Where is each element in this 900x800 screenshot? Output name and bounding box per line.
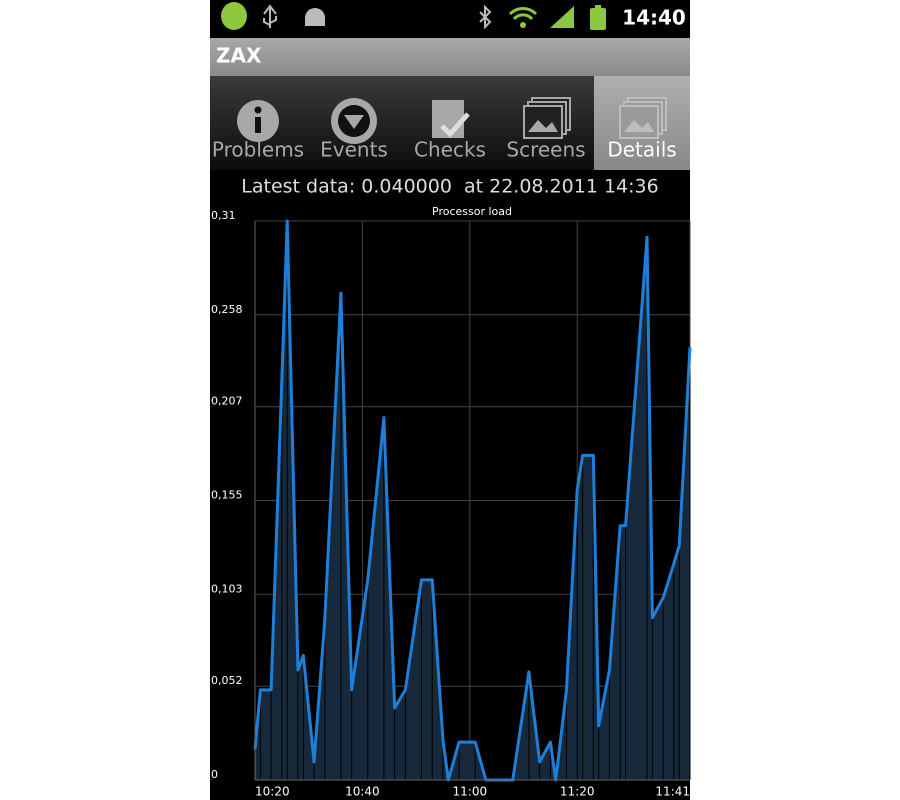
tab-icon (523, 105, 563, 139)
app-title: ZAX (216, 44, 262, 68)
tab[interactable]: Events (306, 76, 402, 170)
tab-icon (255, 117, 261, 133)
y-tick-label: 0,103 (211, 582, 243, 595)
tab-icon (624, 120, 654, 132)
tab-icon (344, 115, 364, 129)
x-tick-label: 11:00 (453, 785, 488, 799)
tab-icon (254, 106, 262, 114)
tab-label: Problems (212, 138, 304, 162)
clock: 14:40 (622, 6, 686, 30)
y-tick-label: 0,258 (211, 303, 243, 316)
tab-icon (440, 112, 470, 138)
y-tick-label: 0 (211, 768, 218, 781)
status-icons (221, 2, 606, 30)
area (255, 221, 690, 780)
app-bar (210, 38, 690, 76)
x-tick-label: 10:40 (345, 785, 380, 799)
tab-bar: Problems Events Checks Screens Details (210, 76, 690, 170)
line (253, 219, 692, 782)
tab[interactable]: Details (594, 76, 690, 170)
tab[interactable]: Screens (498, 76, 594, 170)
tab-label: Checks (414, 138, 486, 162)
tab[interactable]: Checks (402, 76, 498, 170)
y-tick-label: 0,155 (211, 489, 243, 502)
y-tick-label: 0,31 (211, 209, 236, 222)
tab-label: Events (320, 138, 388, 162)
x-tick-label: 11:20 (560, 785, 595, 799)
y-tick-label: 0,052 (211, 674, 243, 687)
x-tick-label: 11:41 (655, 785, 690, 799)
x-tick-label: 10:20 (255, 785, 290, 799)
chart: 0 0,052 0,103 0,155 0,207 0,258 0,31 10:20 10:40… (211, 209, 692, 799)
tab-label: Details (607, 138, 676, 162)
y-tick-label: 0,207 (211, 395, 243, 408)
tab-label: Screens (506, 138, 585, 162)
latest-data: Latest data: 0.040000 at 22.08.2011 14:3… (241, 176, 658, 198)
tab[interactable]: Problems (210, 76, 306, 170)
chart-title: Processor load (432, 205, 512, 218)
tab-icon (619, 105, 659, 139)
tab-icon (528, 120, 558, 132)
